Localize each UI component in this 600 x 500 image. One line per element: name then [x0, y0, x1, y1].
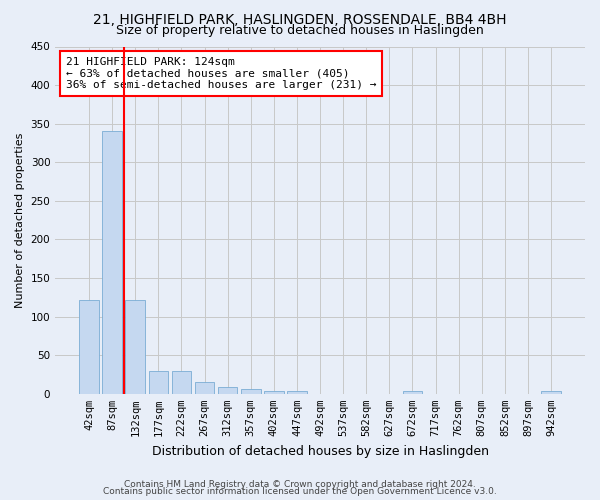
Bar — [218, 387, 238, 394]
Text: Size of property relative to detached houses in Haslingden: Size of property relative to detached ho… — [116, 24, 484, 37]
Bar — [264, 390, 284, 394]
Bar — [541, 390, 561, 394]
Text: 21 HIGHFIELD PARK: 124sqm
← 63% of detached houses are smaller (405)
36% of semi: 21 HIGHFIELD PARK: 124sqm ← 63% of detac… — [66, 57, 376, 90]
Bar — [149, 372, 168, 394]
Text: Contains HM Land Registry data © Crown copyright and database right 2024.: Contains HM Land Registry data © Crown c… — [124, 480, 476, 489]
Bar — [79, 300, 99, 394]
Y-axis label: Number of detached properties: Number of detached properties — [15, 132, 25, 308]
Text: 21, HIGHFIELD PARK, HASLINGDEN, ROSSENDALE, BB4 4BH: 21, HIGHFIELD PARK, HASLINGDEN, ROSSENDA… — [93, 12, 507, 26]
Bar — [403, 390, 422, 394]
Bar — [195, 382, 214, 394]
Bar — [103, 132, 122, 394]
Bar — [125, 300, 145, 394]
Bar — [172, 372, 191, 394]
X-axis label: Distribution of detached houses by size in Haslingden: Distribution of detached houses by size … — [152, 444, 488, 458]
Text: Contains public sector information licensed under the Open Government Licence v3: Contains public sector information licen… — [103, 487, 497, 496]
Bar — [287, 390, 307, 394]
Bar — [241, 389, 260, 394]
